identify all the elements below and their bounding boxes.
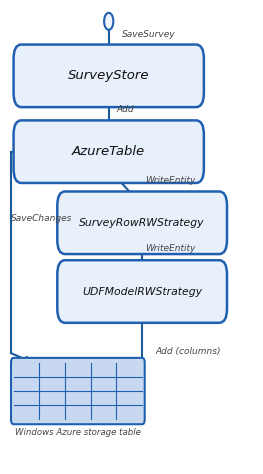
FancyBboxPatch shape <box>57 260 227 323</box>
Text: AzureTable: AzureTable <box>72 145 145 158</box>
Text: Windows Azure storage table: Windows Azure storage table <box>15 428 141 437</box>
Text: SurveyStore: SurveyStore <box>68 69 149 82</box>
FancyBboxPatch shape <box>11 358 145 424</box>
Circle shape <box>104 13 113 30</box>
Text: WriteEntity: WriteEntity <box>145 244 195 253</box>
FancyBboxPatch shape <box>14 120 204 183</box>
Text: SurveyRowRWStrategy: SurveyRowRWStrategy <box>79 218 205 228</box>
Text: SaveChanges: SaveChanges <box>11 214 72 223</box>
Text: UDFModelRWStrategy: UDFModelRWStrategy <box>82 286 202 297</box>
Text: SaveSurvey: SaveSurvey <box>122 30 175 39</box>
FancyBboxPatch shape <box>14 45 204 107</box>
Text: WriteEntity: WriteEntity <box>145 176 195 185</box>
FancyBboxPatch shape <box>57 191 227 254</box>
Text: Add: Add <box>117 105 134 114</box>
Text: Add (columns): Add (columns) <box>155 347 220 356</box>
